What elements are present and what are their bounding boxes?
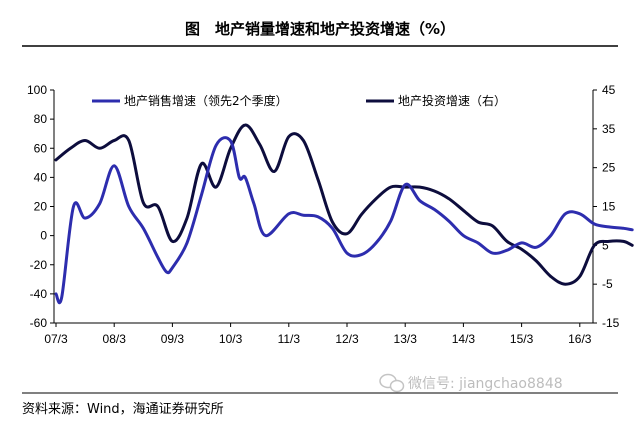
left-tick-label: 80 — [34, 112, 48, 126]
left-tick-label: -40 — [30, 287, 48, 301]
left-tick-label: 0 — [40, 229, 47, 243]
right-tick-label: 5 — [602, 238, 609, 252]
x-tick-label: 07/3 — [44, 332, 68, 346]
left-tick-label: 60 — [34, 141, 48, 155]
left-tick-label: -20 — [30, 258, 48, 272]
watermark: 微信号: jiangchao8848 — [408, 376, 563, 392]
x-tick-label: 10/3 — [219, 332, 243, 346]
x-tick-label: 14/3 — [452, 332, 476, 346]
right-tick-label: -15 — [602, 316, 620, 330]
wechat-icon — [379, 373, 405, 393]
legend-label-sales: 地产销售增速（领先2个季度） — [124, 93, 288, 108]
left-tick-label: 40 — [34, 170, 48, 184]
x-tick-label: 12/3 — [335, 332, 359, 346]
x-tick-label: 13/3 — [394, 332, 418, 346]
right-tick-label: 15 — [602, 200, 616, 214]
legend-label-investment: 地产投资增速（右） — [398, 93, 506, 108]
x-ticks: 07/3 08/3 09/3 10/3 11/3 12/3 13/3 14/3 15/3 16/3 — [44, 323, 592, 346]
x-tick-label: 11/3 — [278, 332, 301, 346]
left-ticks: -60 -40 -20 0 20 40 60 80 100 — [27, 83, 54, 330]
chart-title: 图 地产销量增速和地产投资增速（%） — [185, 20, 455, 38]
legend: 地产销售增速（领先2个季度） 地产投资增速（右） — [92, 93, 506, 108]
left-tick-label: 20 — [34, 200, 48, 214]
axes — [53, 90, 594, 324]
series-line-sales — [54, 136, 634, 305]
right-tick-label: 25 — [602, 161, 616, 175]
left-tick-label: 100 — [27, 83, 47, 97]
right-tick-label: 45 — [602, 83, 616, 97]
x-tick-label: 16/3 — [568, 332, 592, 346]
x-tick-label: 08/3 — [103, 332, 127, 346]
right-ticks: -15 -5 5 15 25 35 45 — [593, 83, 620, 330]
source-note: 资料来源：Wind，海通证券研究所 — [22, 401, 224, 417]
left-tick-label: -60 — [30, 316, 48, 330]
x-tick-label: 09/3 — [161, 332, 185, 346]
right-tick-label: -5 — [602, 277, 613, 291]
right-tick-label: 35 — [602, 122, 616, 136]
x-tick-label: 15/3 — [510, 332, 534, 346]
series-line-investment — [54, 123, 634, 286]
series-layer — [54, 123, 634, 305]
